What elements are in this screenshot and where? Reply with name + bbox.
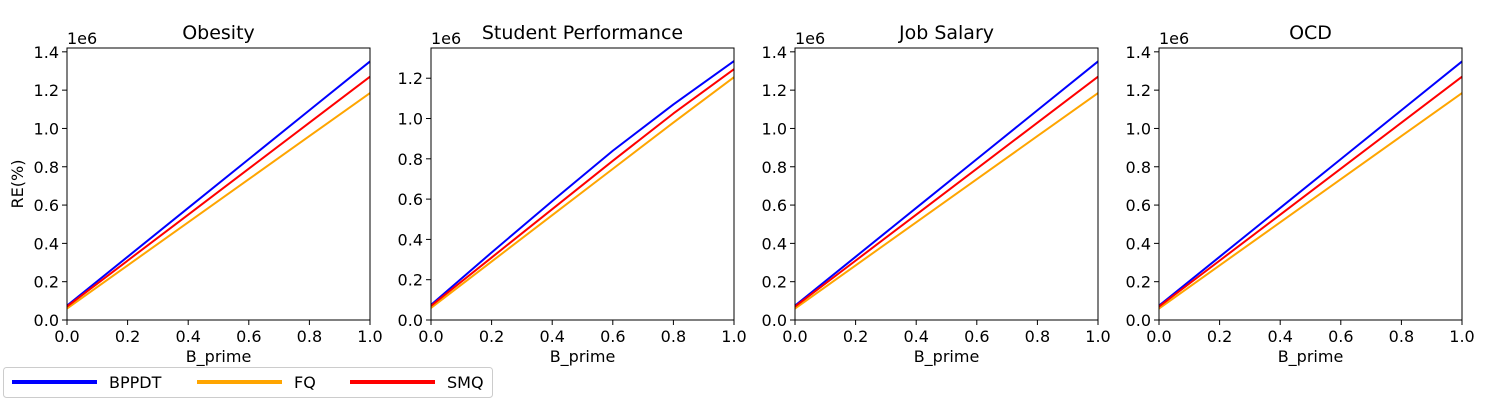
y-tick-label: 0.6	[398, 190, 423, 209]
series-line-fq	[66, 92, 371, 310]
x-tick-label: 1.0	[1085, 327, 1110, 346]
subplot-4: 0.0 0.2 0.4 0.6 0.8 1.0 0.0 0.2 0.4 0.6 0.8 1.0 1.2 1…	[1126, 22, 1475, 367]
y-tick-label: 1.2	[762, 81, 787, 100]
x-tick-label: 0.6	[600, 327, 625, 346]
subplot-2: 0.0 0.2 0.4 0.6 0.8 1.0 0.0 0.2 0.4 0.6 0.8 1.0 1.2 1…	[398, 22, 747, 367]
x-axis-label: B_prime	[186, 347, 252, 367]
subplot-3: 0.0 0.2 0.4 0.6 0.8 1.0 0.0 0.2 0.4 0.6 0.8 1.0 1.2 1…	[762, 22, 1111, 367]
y-tick-label: 1.2	[34, 81, 59, 100]
chart-title: Job Salary	[898, 22, 994, 44]
series-line-smq	[66, 75, 371, 308]
y-tick-label: 0.8	[34, 158, 59, 177]
y-tick-label: 0.8	[1126, 158, 1151, 177]
x-tick-label: 0.6	[236, 327, 261, 346]
x-tick-label: 1.0	[721, 327, 746, 346]
chart-title: Student Performance	[482, 22, 683, 44]
x-tick-label: 0.0	[782, 327, 807, 346]
y-axis-label: RE(%)	[8, 160, 27, 209]
x-tick-label: 0.6	[1328, 327, 1353, 346]
y-tick-label: 0.0	[34, 311, 59, 330]
y-tick-label: 0.2	[398, 271, 423, 290]
x-tick-label: 0.8	[1025, 327, 1050, 346]
x-tick-label: 0.2	[479, 327, 504, 346]
plot-lines	[66, 60, 371, 310]
y-tick-label: 0.0	[1126, 311, 1151, 330]
y-tick-label: 1.4	[34, 43, 59, 62]
y-tick-label: 1.0	[34, 119, 59, 138]
x-axis-label: B_prime	[1278, 347, 1344, 367]
series-line-fq	[430, 76, 735, 309]
legend: BPPDT FQ SMQ	[3, 367, 493, 398]
x-tick-label: 0.0	[418, 327, 443, 346]
x-tick-label: 0.4	[175, 327, 200, 346]
x-axis-label: B_prime	[914, 347, 980, 367]
plot-frame	[66, 47, 371, 321]
x-axis-label: B_prime	[550, 347, 616, 367]
plot-lines	[794, 60, 1099, 310]
x-tick-label: 1.0	[1449, 327, 1474, 346]
y-tick-label: 0.6	[762, 196, 787, 215]
subplot-1: 0.0 0.2 0.4 0.6 0.8 1.0 0.0 0.2 0.4 0.6 0.8 1.0 1.2 1…	[8, 22, 383, 367]
x-tick-label: 1.0	[357, 327, 382, 346]
x-tick-label: 0.2	[115, 327, 140, 346]
y-tick-label: 0.4	[34, 234, 59, 253]
series-line-smq	[430, 68, 735, 307]
y-tick-label: 0.0	[762, 311, 787, 330]
x-tick-label: 0.0	[1146, 327, 1171, 346]
plot-frame	[1158, 47, 1463, 321]
plot-lines	[1158, 60, 1463, 310]
series-line-bppdt	[66, 60, 371, 307]
legend-label-fq: FQ	[294, 373, 316, 392]
series-line-smq	[1158, 75, 1463, 308]
series-line-smq	[794, 75, 1099, 308]
y-tick-label: 0.4	[1126, 234, 1151, 253]
x-tick-label: 0.4	[539, 327, 564, 346]
x-tick-label: 0.8	[297, 327, 322, 346]
y-tick-label: 0.4	[398, 230, 423, 249]
series-line-bppdt	[794, 60, 1099, 307]
series-line-fq	[794, 92, 1099, 310]
x-tick-label: 0.6	[964, 327, 989, 346]
x-tick-label: 0.4	[1267, 327, 1292, 346]
x-tick-label: 0.0	[54, 327, 79, 346]
y-tick-label: 0.2	[34, 273, 59, 292]
y-tick-label: 1.4	[1126, 43, 1151, 62]
series-line-bppdt	[430, 60, 735, 306]
y-tick-label: 0.2	[1126, 273, 1151, 292]
chart-title: OCD	[1289, 22, 1332, 44]
series-line-fq	[1158, 92, 1463, 310]
plot-lines	[430, 60, 735, 309]
x-tick-label: 0.2	[1207, 327, 1232, 346]
legend-label-smq: SMQ	[447, 373, 484, 392]
x-tick-label: 0.8	[661, 327, 686, 346]
y-offset-text: 1e6	[67, 29, 97, 48]
y-tick-label: 0.8	[762, 158, 787, 177]
chart-title: Obesity	[182, 22, 255, 44]
legend-label-bppdt: BPPDT	[109, 373, 162, 392]
y-tick-label: 1.2	[1126, 81, 1151, 100]
series-line-bppdt	[1158, 60, 1463, 307]
y-offset-text: 1e6	[1159, 29, 1189, 48]
y-tick-label: 1.4	[762, 43, 787, 62]
y-tick-label: 1.0	[1126, 119, 1151, 138]
y-offset-text: 1e6	[795, 29, 825, 48]
y-tick-label: 0.8	[398, 150, 423, 169]
y-tick-label: 0.0	[398, 311, 423, 330]
y-tick-label: 1.0	[762, 119, 787, 138]
x-tick-label: 0.8	[1389, 327, 1414, 346]
plot-frame	[794, 47, 1099, 321]
y-tick-label: 0.6	[34, 196, 59, 215]
y-tick-label: 0.6	[1126, 196, 1151, 215]
y-tick-label: 1.2	[398, 69, 423, 88]
x-tick-label: 0.4	[903, 327, 928, 346]
y-tick-label: 0.2	[762, 273, 787, 292]
y-tick-label: 0.4	[762, 234, 787, 253]
y-offset-text: 1e6	[431, 29, 461, 48]
plot-frame	[430, 47, 735, 321]
x-tick-label: 0.2	[843, 327, 868, 346]
y-tick-label: 1.0	[398, 110, 423, 129]
